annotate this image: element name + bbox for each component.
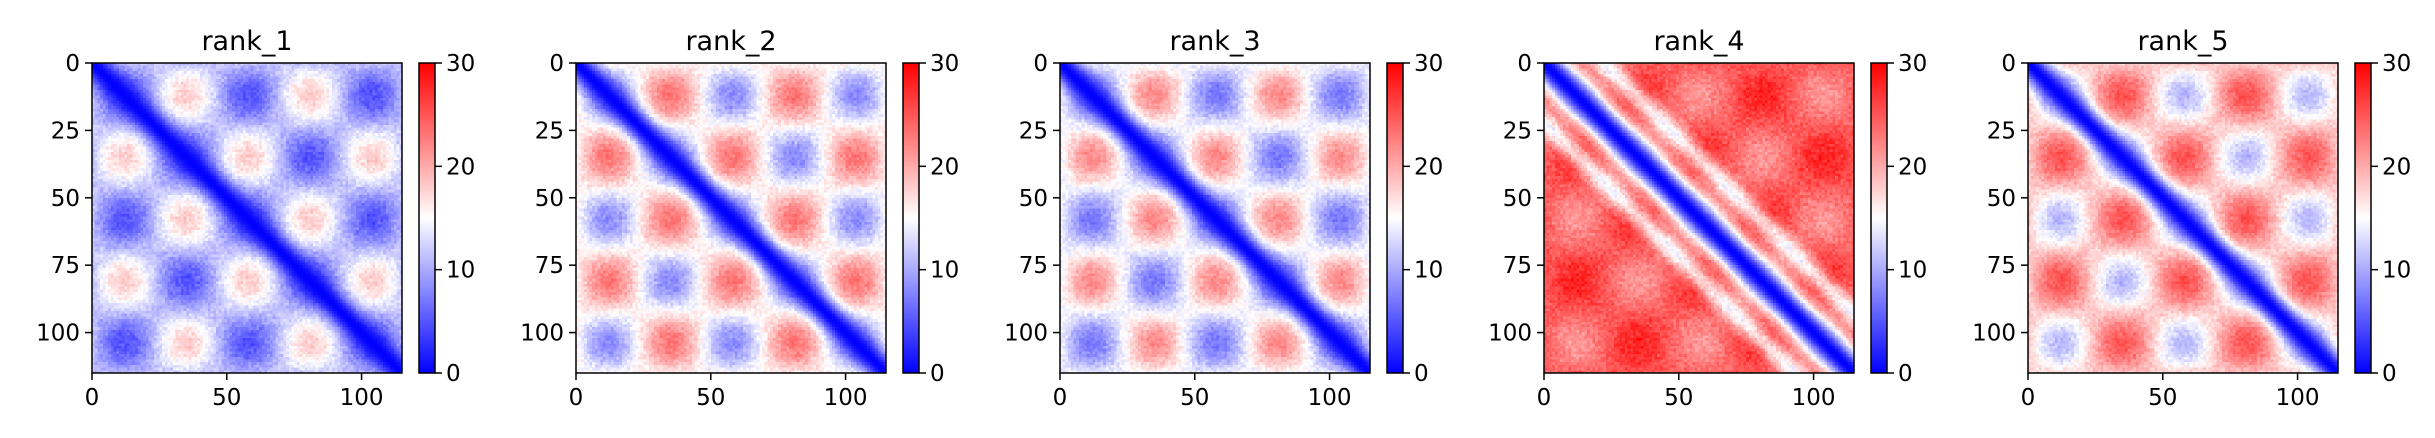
y-tick-label: 50 (51, 186, 80, 212)
chart-title: rank_2 (685, 26, 776, 57)
colorbar-tick-label: 10 (2382, 258, 2411, 284)
chart-panel-4: rank_4 0 50 100 0 25 50 75 100 0 10 20 30 (1488, 26, 1927, 411)
x-tick-label: 100 (1308, 385, 1352, 411)
y-tick-label: 100 (1972, 321, 2016, 347)
x-tick-label: 0 (1537, 385, 1552, 411)
colorbar-tick-label: 10 (1898, 258, 1927, 284)
x-tick-label: 50 (696, 385, 725, 411)
heatmap-image (1060, 63, 1370, 373)
chart-panel-1: rank_1 0 50 100 0 25 50 75 100 0 10 20 30 (36, 26, 475, 411)
chart-panel-3: rank_3 0 50 100 0 25 50 75 100 0 10 20 30 (1004, 26, 1443, 411)
y-tick-label: 0 (549, 51, 564, 77)
x-tick-label: 0 (569, 385, 584, 411)
x-tick-label: 50 (1664, 385, 1693, 411)
colorbar-tick-label: 20 (1898, 154, 1927, 180)
chart-title: rank_3 (1169, 26, 1260, 57)
colorbar-tick-label: 10 (446, 258, 475, 284)
y-tick-label: 50 (1019, 186, 1048, 212)
y-tick-label: 0 (1033, 51, 1048, 77)
chart-panel-2: rank_2 0 50 100 0 25 50 75 100 0 10 20 30 (520, 26, 959, 411)
y-tick-label: 100 (1004, 321, 1048, 347)
y-tick-label: 50 (535, 186, 564, 212)
x-tick-label: 0 (2021, 385, 2036, 411)
plot-frame (1059, 62, 1371, 374)
y-tick-label: 25 (1987, 118, 2016, 144)
colorbar (902, 62, 920, 374)
y-tick-label: 0 (2001, 51, 2016, 77)
colorbar-tick-label: 30 (1898, 51, 1927, 77)
x-tick-label: 100 (340, 385, 384, 411)
x-tick-label: 0 (85, 385, 100, 411)
colorbar-tick-label: 20 (1414, 154, 1443, 180)
x-tick-label: 50 (212, 385, 241, 411)
x-tick-label: 0 (1053, 385, 1068, 411)
heatmap-image (2028, 63, 2338, 373)
x-tick-label: 100 (1792, 385, 1836, 411)
colorbar-tick-label: 0 (930, 361, 945, 387)
x-tick-label: 100 (2276, 385, 2320, 411)
y-tick-label: 75 (51, 253, 80, 279)
plot-frame (575, 62, 887, 374)
colorbar-tick-label: 10 (1414, 258, 1443, 284)
colorbar-tick-label: 0 (1414, 361, 1429, 387)
y-tick-label: 25 (51, 118, 80, 144)
y-tick-label: 0 (1517, 51, 1532, 77)
y-tick-label: 50 (1987, 186, 2016, 212)
y-tick-label: 100 (36, 321, 80, 347)
plot-frame (2027, 62, 2339, 374)
chart-panel-5: rank_5 0 50 100 0 25 50 75 100 0 10 20 30 (1972, 26, 2411, 411)
y-tick-label: 25 (1019, 118, 1048, 144)
x-tick-label: 50 (1180, 385, 1209, 411)
chart-title: rank_5 (2137, 26, 2228, 57)
x-tick-label: 50 (2148, 385, 2177, 411)
heatmap-image (576, 63, 886, 373)
colorbar-tick-label: 0 (1898, 361, 1913, 387)
chart-title: rank_4 (1653, 26, 1744, 57)
y-tick-label: 100 (520, 321, 564, 347)
y-tick-label: 25 (1503, 118, 1532, 144)
colorbar (418, 62, 436, 374)
y-tick-label: 75 (1987, 253, 2016, 279)
plot-frame (1543, 62, 1855, 374)
colorbar-tick-label: 30 (446, 51, 475, 77)
plot-frame (91, 62, 403, 374)
y-tick-label: 75 (1503, 253, 1532, 279)
colorbar-tick-label: 30 (1414, 51, 1443, 77)
y-tick-label: 0 (65, 51, 80, 77)
colorbar-tick-label: 30 (2382, 51, 2411, 77)
colorbar-tick-label: 20 (446, 154, 475, 180)
colorbar-tick-label: 0 (2382, 361, 2397, 387)
colorbar-tick-label: 20 (930, 154, 959, 180)
heatmap-image (1544, 63, 1854, 373)
heatmap-image (92, 63, 402, 373)
y-tick-label: 50 (1503, 186, 1532, 212)
colorbar (1386, 62, 1404, 374)
y-tick-label: 75 (535, 253, 564, 279)
colorbar (2354, 62, 2372, 374)
colorbar-tick-label: 0 (446, 361, 461, 387)
colorbar (1870, 62, 1888, 374)
y-tick-label: 25 (535, 118, 564, 144)
chart-title: rank_1 (201, 26, 292, 57)
y-tick-label: 75 (1019, 253, 1048, 279)
colorbar-tick-label: 20 (2382, 154, 2411, 180)
x-tick-label: 100 (824, 385, 868, 411)
y-tick-label: 100 (1488, 321, 1532, 347)
colorbar-tick-label: 10 (930, 258, 959, 284)
colorbar-tick-label: 30 (930, 51, 959, 77)
